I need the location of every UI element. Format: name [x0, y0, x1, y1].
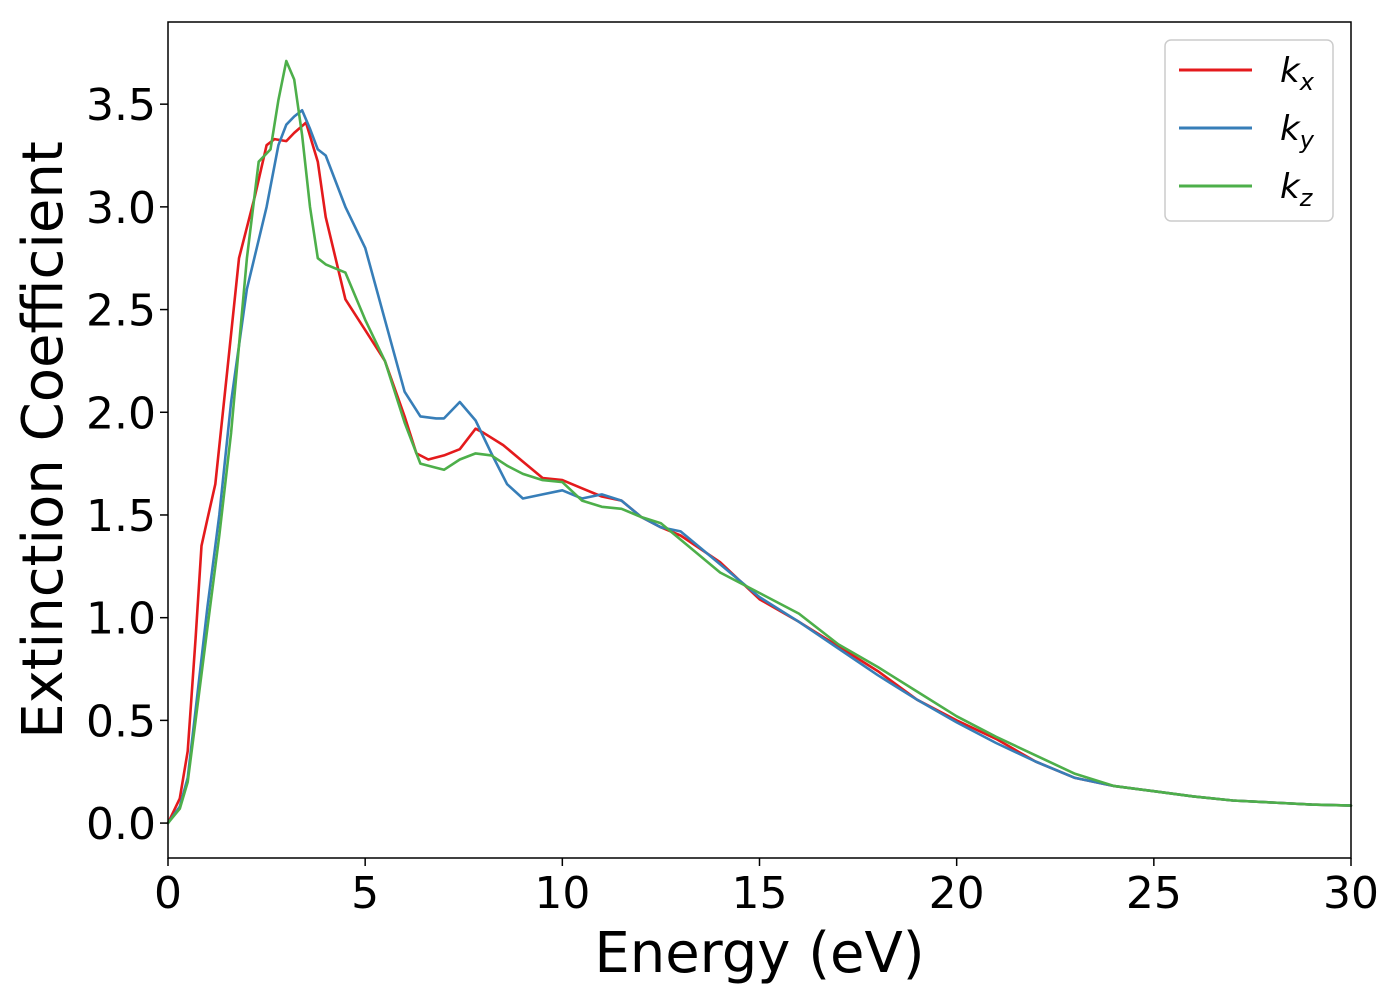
x-tick-label: 30	[1323, 868, 1379, 919]
y-tick-label: 3.5	[86, 80, 156, 131]
x-tick-label: 10	[534, 868, 590, 919]
x-axis-ticks: 0 5 10 15 20 25 30	[154, 858, 1379, 919]
y-tick-label: 3.0	[86, 183, 156, 234]
x-tick-label: 5	[351, 868, 379, 919]
series-line-k-z	[166, 59, 1353, 825]
x-tick-label: 0	[154, 868, 182, 919]
y-tick-label: 1.0	[86, 594, 156, 645]
series-line-k-y	[166, 109, 1353, 825]
x-axis-title: Energy (eV)	[594, 921, 924, 986]
legend-label-k-x: kx	[1280, 51, 1315, 96]
y-tick-label: 2.5	[86, 286, 156, 337]
legend-box	[1164, 39, 1334, 222]
y-tick-label: 1.5	[86, 491, 156, 542]
x-tick-label: 25	[1126, 868, 1182, 919]
x-tick-label: 15	[732, 868, 788, 919]
legend: kx ky kz	[1164, 39, 1334, 222]
legend-label-k-y: ky	[1280, 109, 1315, 154]
y-axis-title: Extinction Coefficient	[11, 141, 76, 739]
plot-lines	[166, 59, 1353, 825]
y-tick-label: 0.5	[86, 696, 156, 747]
x-tick-label: 20	[929, 868, 985, 919]
y-tick-label: 0.0	[86, 799, 156, 850]
y-tick-label: 2.0	[86, 388, 156, 439]
y-axis-ticks: 0.0 0.5 1.0 1.5 2.0 2.5 3.0 3.5	[86, 80, 168, 850]
legend-label-k-z: kz	[1280, 167, 1314, 212]
